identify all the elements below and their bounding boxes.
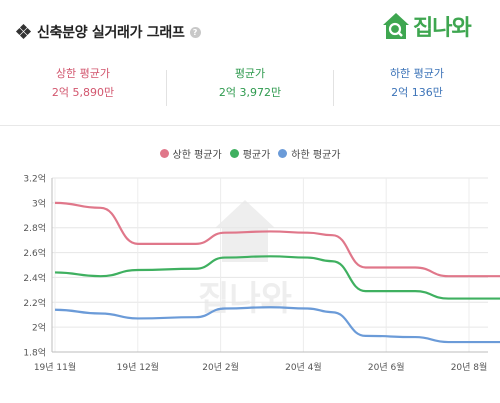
y-tick-label: 2억: [32, 322, 46, 334]
page-title: 신축분양 실거래가 그래프: [37, 25, 185, 41]
stat-value: 2억 5,890만: [51, 86, 115, 99]
legend-dot: [159, 149, 169, 158]
diamond-bullet-icon: [15, 23, 32, 40]
legend-label: 하한 평균가: [291, 150, 341, 161]
header: 신축분양 실거래가 그래프 ? 집나와: [0, 0, 500, 60]
y-tick-label: 2.4억: [23, 272, 46, 284]
stat-divider: [333, 70, 334, 106]
stats-summary: 상한 평균가 2억 5,890만 평균가 2억 3,972만 하한 평균가 2억…: [0, 66, 500, 114]
legend-label: 평균가: [242, 150, 271, 161]
price-line-chart: 집나와 3.2억 3억 2.8억 2.6억 2.4억 2.2억 2억 1.8억 19년 11월 19…: [23, 173, 500, 373]
y-tick-label: 2.6억: [23, 247, 46, 259]
x-tick-label: 20년 6월: [368, 361, 405, 373]
legend-dot: [278, 149, 288, 158]
legend-dot: [229, 149, 239, 158]
stat-lower-average: 하한 평균가 2억 136만: [334, 66, 500, 101]
legend-item-lower[interactable]: 하한 평균가: [278, 146, 340, 161]
help-icon[interactable]: ?: [189, 26, 201, 38]
series-line-2: [54, 255, 500, 300]
stat-average: 평균가 2억 3,972만: [167, 66, 333, 101]
logo: 집나와: [381, 10, 472, 42]
x-tick-label: 19년 11월: [34, 361, 76, 373]
y-tick-label: 1.8억: [23, 347, 46, 359]
section-divider: [0, 125, 500, 126]
watermark-text: 집나와: [198, 279, 292, 319]
x-tick-label: 20년 2월: [202, 361, 239, 373]
watermark-house-icon: [215, 200, 275, 262]
stat-value: 2억 3,972만: [218, 86, 282, 99]
series-line-3: [54, 306, 500, 344]
x-tick-label: 20년 8월: [451, 361, 488, 373]
series-line-1: [54, 201, 500, 278]
stat-label: 상한 평균가: [55, 67, 111, 80]
stat-label: 하한 평균가: [389, 67, 445, 80]
legend-item-average[interactable]: 평균가: [229, 146, 271, 161]
stat-label: 평균가: [234, 67, 266, 80]
house-logo-icon: [383, 13, 409, 39]
legend-item-upper[interactable]: 상한 평균가: [159, 146, 222, 161]
stat-upper-average: 상한 평균가 2억 5,890만: [0, 66, 166, 101]
title-wrap: 신축분양 실거래가 그래프 ?: [15, 22, 201, 42]
x-tick-label: 19년 12월: [117, 361, 159, 373]
y-tick-label: 2.2억: [23, 297, 46, 309]
legend-label: 상한 평균가: [172, 150, 222, 161]
y-tick-label: 3.2억: [23, 173, 46, 185]
stat-value: 2억 136만: [391, 86, 443, 99]
chart-legend: 상한 평균가 평균가 하한 평균가: [0, 146, 500, 161]
x-tick-label: 20년 4월: [285, 361, 322, 373]
watermark: 집나와: [198, 200, 292, 319]
y-tick-label: 3억: [32, 197, 46, 209]
logo-text: 집나와: [413, 16, 472, 41]
stat-divider: [166, 70, 167, 106]
y-tick-label: 2.8억: [23, 222, 46, 234]
